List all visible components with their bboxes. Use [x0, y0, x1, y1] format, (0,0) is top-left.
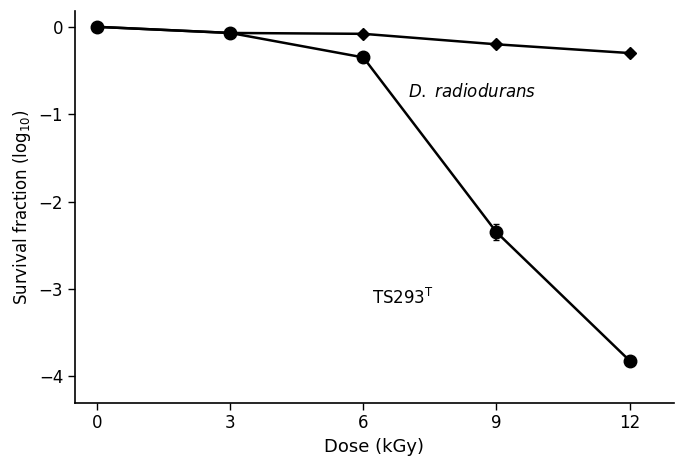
Y-axis label: Survival fraction (log$_{10}$): Survival fraction (log$_{10}$): [11, 109, 33, 305]
Text: $\bf{\mathit{D.\ radiodurans}}$: $\bf{\mathit{D.\ radiodurans}}$: [408, 84, 536, 101]
X-axis label: Dose (kGy): Dose (kGy): [325, 438, 425, 456]
Text: TS293$^{\mathrm{T}}$: TS293$^{\mathrm{T}}$: [372, 288, 434, 308]
